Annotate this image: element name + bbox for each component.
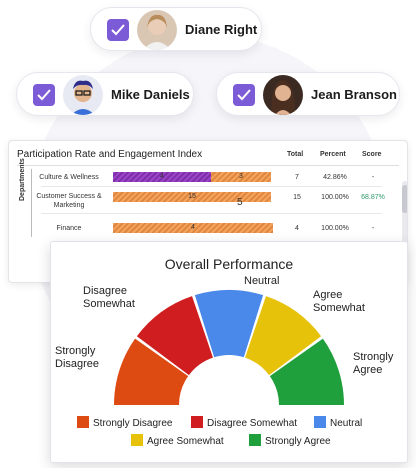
legend-item: Strongly Agree <box>249 434 331 447</box>
card-title: Participation Rate and Engagement Index <box>17 149 203 160</box>
gauge-segment-neutral <box>194 290 264 358</box>
user-chip-jean-branson[interactable]: Jean Branson <box>216 72 400 116</box>
checkbox-checked-icon[interactable] <box>107 19 129 41</box>
legend: Strongly Disagree Disagree Somewhat Neut… <box>51 414 407 458</box>
checkbox-checked-icon[interactable] <box>233 84 255 106</box>
legend-swatch <box>77 416 89 428</box>
user-chip-mike-daniels[interactable]: Mike Daniels <box>16 72 194 116</box>
header-divider <box>17 165 399 166</box>
row-label: Finance <box>56 225 82 232</box>
row-divider <box>41 186 382 187</box>
legend-item: Agree Somewhat <box>131 434 224 447</box>
avatar <box>63 75 103 115</box>
cell-score: - <box>371 225 375 232</box>
gauge-segment-strongly-agree <box>269 338 344 405</box>
bar-value-overlay: 5 <box>237 197 243 208</box>
gauge-segment-strongly-disagree <box>114 338 189 405</box>
cell-score: 68.87% <box>361 194 385 201</box>
gauge-segment-agree-somewhat <box>245 296 322 376</box>
scrollbar-thumb[interactable] <box>402 185 407 213</box>
checkbox-checked-icon[interactable] <box>33 84 55 106</box>
arc-label-strongly-agree: Strongly Agree <box>353 351 394 376</box>
cell-percent: 100.00% <box>321 225 349 232</box>
legend-item: Neutral <box>314 416 362 429</box>
departments-axis-label: Departments <box>19 158 26 201</box>
axis-rule <box>31 169 32 237</box>
bar-segment-purple: 4 <box>113 172 211 182</box>
legend-swatch <box>249 434 261 446</box>
arc-label-strongly-disagree: Strongly Disagree <box>55 345 100 370</box>
scrollbar[interactable] <box>402 181 407 271</box>
header-percent: Percent <box>320 151 346 158</box>
cell-total: 15 <box>293 194 301 201</box>
legend-item: Strongly Disagree <box>77 416 172 429</box>
bar-segment-orange: 15 <box>113 192 271 202</box>
legend-item: Disagree Somewhat <box>191 416 297 429</box>
cell-percent: 42.86% <box>323 174 347 181</box>
row-divider <box>41 213 382 214</box>
gauge-chart <box>114 290 344 405</box>
header-score: Score <box>362 151 382 158</box>
cell-total: 7 <box>295 174 299 181</box>
arc-label-agree-somewhat: Agree Somewhat <box>313 289 365 314</box>
bar-segment-orange: 4 <box>113 223 273 233</box>
gauge-segment-disagree-somewhat <box>136 296 213 376</box>
bar-segment-orange: 3 <box>211 172 271 182</box>
avatar <box>263 75 303 115</box>
avatar <box>137 10 177 50</box>
legend-swatch <box>131 434 143 446</box>
row-label: Customer Success & Marketing <box>36 193 102 209</box>
cell-score: - <box>371 174 375 181</box>
header-total: Total <box>287 151 304 158</box>
chart-title: Overall Performance <box>164 256 294 272</box>
overall-performance-card: Overall Performance Strongly Disagree Dis… <box>50 241 408 463</box>
legend-swatch <box>191 416 203 428</box>
cell-total: 4 <box>295 225 299 232</box>
user-name: Jean Branson <box>311 87 397 102</box>
legend-swatch <box>314 416 326 428</box>
user-name: Mike Daniels <box>111 87 190 102</box>
arc-label-neutral: Neutral <box>244 275 280 287</box>
user-name: Diane Right <box>185 22 258 37</box>
arc-label-disagree-somewhat: Disagree Somewhat <box>83 285 135 310</box>
row-label: Culture & Wellness <box>39 174 99 181</box>
user-chip-diane-right[interactable]: Diane Right <box>90 7 262 51</box>
cell-percent: 100.00% <box>321 194 349 201</box>
